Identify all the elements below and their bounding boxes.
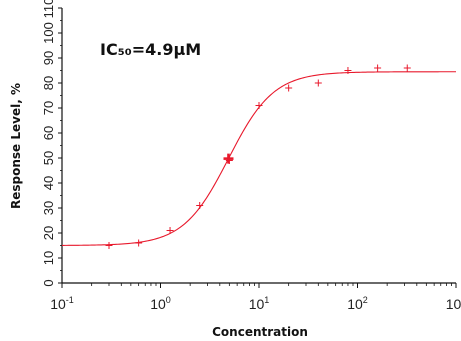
data-point [196, 202, 204, 209]
y-tick-label: 60 [41, 126, 56, 140]
y-axis-title: Response Level, % [9, 83, 23, 209]
data-point [374, 64, 382, 72]
y-tick-label: 100 [41, 22, 56, 44]
axes: 0 10 20 30 40 50 60 70 80 90 100 110 10-1 100 101 102 10… [41, 0, 461, 312]
plot-area [62, 8, 456, 283]
data-point [344, 67, 352, 74]
y-tick-label: 50 [41, 151, 56, 165]
x-tick-label: 10-1 [50, 295, 74, 312]
y-tick-label: 110 [41, 0, 56, 18]
x-tick-label: 100 [150, 295, 171, 312]
data-point [105, 242, 113, 249]
y-tick-label: 80 [41, 76, 56, 90]
x-tick-label: 102 [347, 295, 368, 312]
y-tick-label: 30 [41, 201, 56, 215]
y-tick-label: 40 [41, 176, 56, 190]
x-tick-label: 101 [249, 295, 270, 312]
data-point [135, 239, 143, 247]
data-point [166, 227, 174, 234]
data-points-layer [105, 64, 411, 249]
ic50-annotation: IC₅₀=4.9μM [100, 40, 201, 59]
data-point [314, 79, 322, 87]
x-tick-label: 103 [446, 295, 461, 312]
y-tick-label: 70 [41, 101, 56, 115]
y-tick-label: 10 [41, 251, 56, 265]
y-tick-label: 90 [41, 51, 56, 65]
data-point [285, 84, 293, 92]
y-tick-label: 20 [41, 226, 56, 240]
ic50-marker [223, 153, 234, 164]
y-tick-label: 0 [41, 279, 56, 286]
x-axis-title: Concentration [212, 325, 308, 339]
data-point [255, 102, 263, 109]
data-point [403, 64, 411, 72]
